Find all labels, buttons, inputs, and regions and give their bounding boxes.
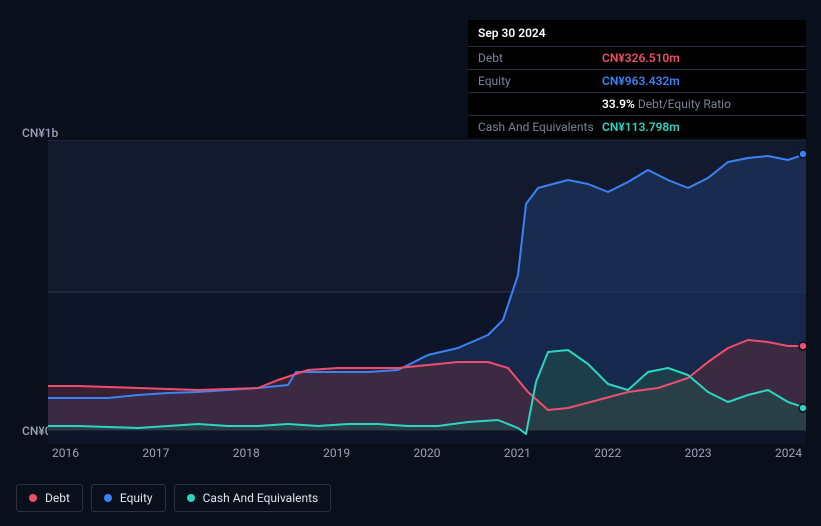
legend: Debt Equity Cash And Equivalents (16, 484, 331, 512)
x-tick-label: 2017 (142, 446, 169, 466)
legend-item[interactable]: Cash And Equivalents (174, 484, 332, 512)
chart-plot (48, 140, 806, 444)
tooltip-row-label: Equity (478, 74, 602, 88)
tooltip-row-value: CN¥963.432m (602, 74, 796, 88)
data-tooltip: Sep 30 2024 DebtCN¥326.510mEquityCN¥963.… (468, 20, 806, 138)
legend-label: Debt (45, 491, 70, 505)
x-tick-label: 2020 (414, 446, 441, 466)
tooltip-row: 33.9% Debt/Equity Ratio (468, 93, 806, 116)
x-tick-label: 2018 (233, 446, 260, 466)
tooltip-row: Cash And EquivalentsCN¥113.798m (468, 116, 806, 138)
x-tick-label: 2016 (52, 446, 79, 466)
tooltip-row-label: Cash And Equivalents (478, 120, 602, 134)
tooltip-row-label: Debt (478, 51, 602, 65)
legend-dot-icon (29, 494, 37, 502)
legend-item[interactable]: Debt (16, 484, 83, 512)
tooltip-row-label (478, 97, 602, 111)
x-tick-label: 2022 (594, 446, 621, 466)
y-tick-top: CN¥1b (22, 126, 58, 140)
legend-dot-icon (104, 494, 112, 502)
x-tick-label: 2023 (685, 446, 712, 466)
x-tick-label: 2021 (504, 446, 531, 466)
legend-label: Equity (120, 491, 153, 505)
legend-label: Cash And Equivalents (203, 491, 319, 505)
tooltip-row-value: CN¥113.798m (602, 120, 796, 134)
x-tick-label: 2024 (775, 446, 802, 466)
tooltip-row-value: 33.9% Debt/Equity Ratio (602, 97, 796, 111)
tooltip-row: EquityCN¥963.432m (468, 70, 806, 93)
legend-dot-icon (187, 494, 195, 502)
legend-item[interactable]: Equity (91, 484, 166, 512)
x-tick-label: 2019 (323, 446, 350, 466)
tooltip-row-value: CN¥326.510m (602, 51, 796, 65)
x-axis: 2016 2017 2018 2019 2020 2021 2022 2023 2024 (48, 446, 806, 466)
tooltip-date: Sep 30 2024 (468, 20, 806, 47)
tooltip-row: DebtCN¥326.510m (468, 47, 806, 70)
